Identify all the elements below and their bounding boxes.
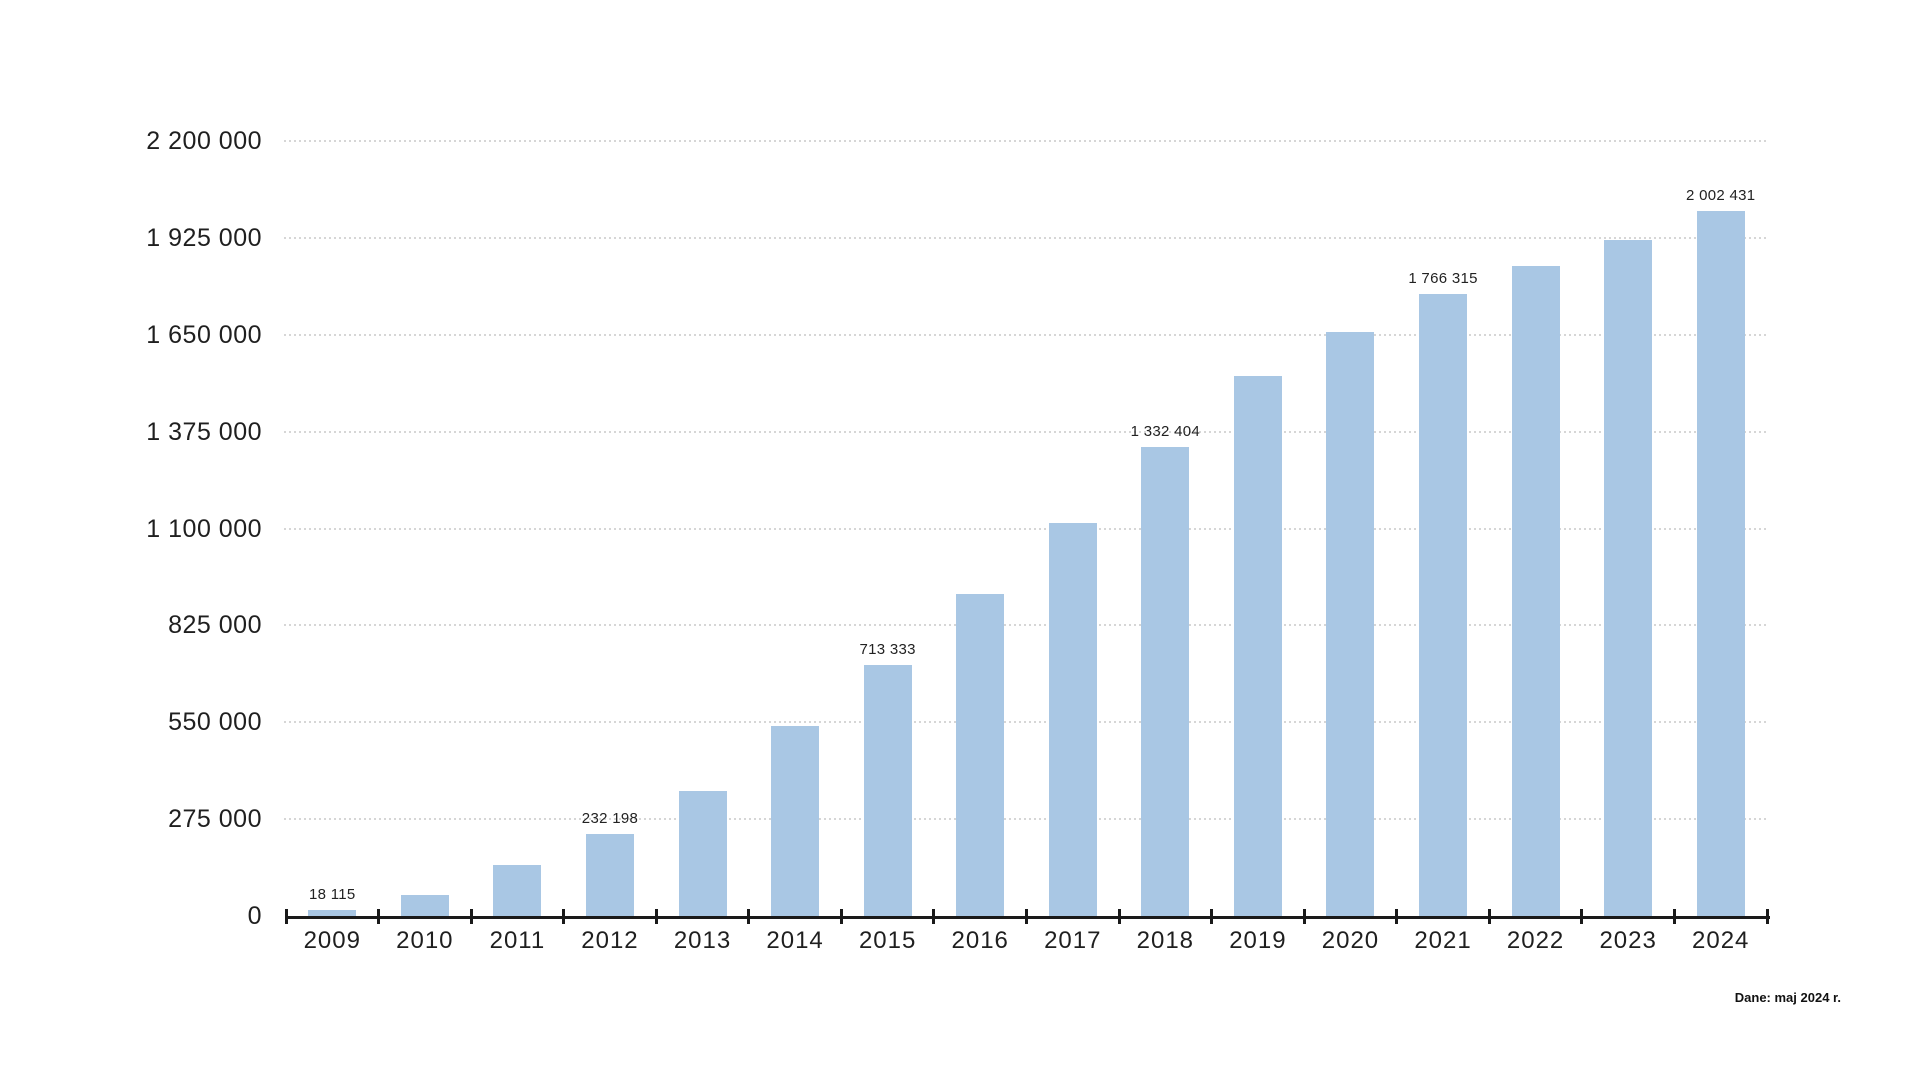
gridline (284, 818, 1769, 821)
x-axis-tick (469, 909, 473, 924)
x-axis-tick (1765, 909, 1769, 924)
bar-2013 (678, 791, 727, 916)
x-axis-label-2015: 2015 (858, 927, 917, 954)
data-source-note: Dane: maj 2024 r. (1734, 990, 1841, 1005)
bar-value-label-2015: 713 333 (859, 641, 916, 658)
bar-2012 (585, 834, 634, 916)
y-axis-tick-label: 0 (247, 902, 262, 930)
x-axis-label-2018: 2018 (1136, 927, 1195, 954)
x-axis-tick (1117, 909, 1121, 924)
x-axis-label-2020: 2020 (1321, 927, 1380, 954)
x-axis-tick (1487, 909, 1491, 924)
x-axis-tick (1302, 909, 1306, 924)
x-axis-label-2016: 2016 (951, 927, 1009, 954)
bar-value-label-2018: 1 332 404 (1130, 423, 1201, 440)
x-axis-tick (1672, 909, 1676, 924)
bar-2022 (1511, 266, 1560, 916)
x-axis-tick (562, 909, 566, 924)
bar-2021 (1419, 294, 1468, 916)
y-axis-tick-label: 275 000 (168, 805, 262, 834)
y-axis-tick-label: 1 650 000 (146, 320, 262, 349)
x-axis-label-2013: 2013 (673, 927, 732, 954)
x-axis-tick (839, 909, 843, 924)
bar-2020 (1326, 332, 1375, 916)
x-axis-tick (747, 909, 751, 924)
x-axis-label-2010: 2010 (396, 927, 454, 954)
x-axis-label-2012: 2012 (581, 927, 639, 954)
x-axis-line (286, 915, 1770, 919)
bar-2019 (1233, 376, 1282, 916)
bar-2016 (956, 594, 1005, 916)
x-axis-label-2019: 2019 (1229, 927, 1287, 954)
x-axis-label-2009: 2009 (303, 927, 361, 954)
gridline (284, 140, 1769, 142)
gridline (284, 430, 1769, 433)
bar-value-label-2021: 1 766 315 (1408, 270, 1478, 287)
bar-value-label-2009: 18 115 (308, 886, 356, 903)
x-axis-label-2024: 2024 (1692, 927, 1750, 954)
bar-value-label-2012: 232 198 (581, 810, 639, 827)
y-axis-tick-label: 1 375 000 (146, 417, 262, 446)
gridline (284, 527, 1769, 530)
gridline (284, 236, 1769, 239)
gridline (284, 721, 1769, 724)
y-axis-tick-label: 2 200 000 (146, 127, 262, 155)
bar-2014 (771, 726, 820, 916)
x-axis-label-2022: 2022 (1506, 927, 1565, 954)
bar-2009 (308, 910, 357, 916)
y-axis-tick-label: 1 925 000 (146, 223, 262, 252)
x-axis-label-2014: 2014 (766, 927, 824, 954)
x-axis-tick (1395, 909, 1399, 924)
gridline (284, 624, 1769, 627)
bar-2018 (1141, 447, 1190, 916)
y-axis-tick-label: 550 000 (168, 708, 262, 737)
x-axis-tick (1025, 909, 1028, 924)
x-axis-tick (654, 909, 658, 924)
x-axis-label-2021: 2021 (1414, 927, 1472, 954)
x-axis-label-2023: 2023 (1599, 927, 1657, 954)
bar-2017 (1048, 523, 1097, 916)
x-axis-tick (284, 909, 288, 924)
x-axis-label-2011: 2011 (489, 927, 546, 954)
bar-2023 (1604, 240, 1653, 916)
x-axis-tick (1580, 909, 1584, 924)
bar-value-label-2024: 2 002 431 (1686, 187, 1756, 204)
bar-2015 (863, 665, 912, 916)
x-axis-tick (377, 909, 381, 924)
y-axis-tick-label: 1 100 000 (146, 514, 262, 543)
x-axis-tick (1210, 909, 1214, 924)
bar-2011 (493, 865, 542, 916)
x-axis-label-2017: 2017 (1044, 927, 1102, 954)
bar-2010 (400, 895, 449, 916)
gridline (284, 333, 1769, 336)
y-axis-tick-label: 825 000 (168, 611, 262, 640)
x-axis-tick (932, 909, 936, 924)
bar-2024 (1696, 211, 1745, 916)
